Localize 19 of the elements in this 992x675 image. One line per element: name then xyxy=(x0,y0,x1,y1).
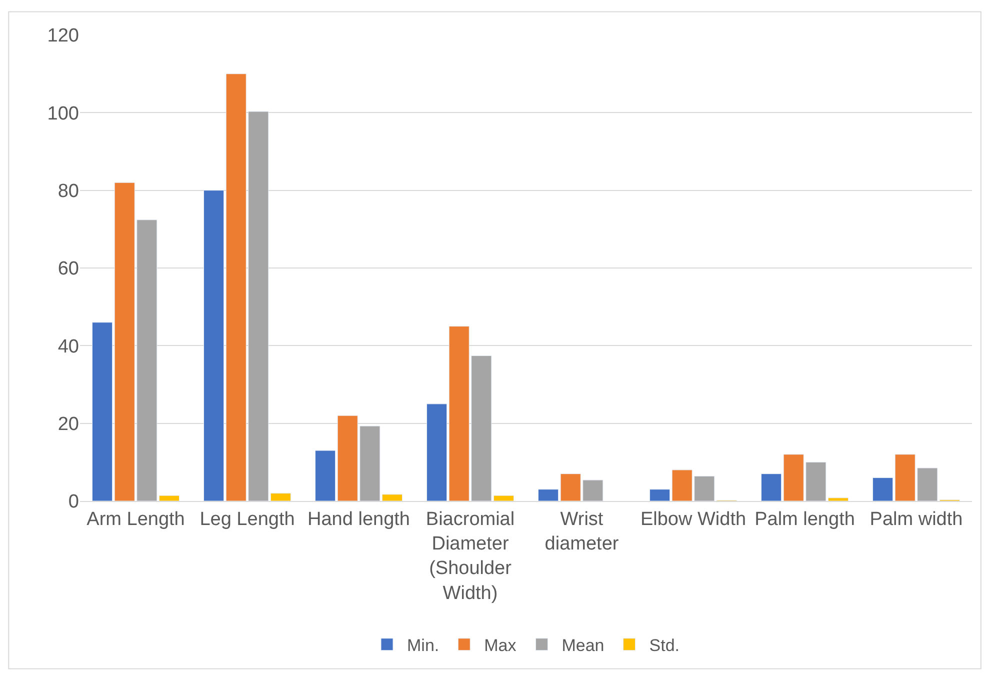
legend-label: Max xyxy=(484,636,517,655)
y-tick-label: 20 xyxy=(58,414,79,435)
x-tick-label: Elbow Width xyxy=(640,508,746,530)
y-tick-label: 60 xyxy=(58,258,79,280)
x-tick-label: Biacromial Diameter (Shoulder Width) xyxy=(426,508,515,604)
legend-label: Std. xyxy=(649,636,680,655)
x-tick-label: Hand length xyxy=(308,508,410,530)
y-tick-label: 80 xyxy=(58,180,79,202)
y-tick-label: 0 xyxy=(68,492,79,513)
x-tick-label: Wrist diameter xyxy=(544,508,620,554)
legend-label: Min. xyxy=(407,636,440,655)
x-tick-label: Leg Length xyxy=(200,508,295,530)
y-tick-label: 100 xyxy=(47,103,79,124)
x-tick-label: Palm width xyxy=(870,508,963,530)
x-tick-label: Palm length xyxy=(754,508,855,530)
y-tick-label: 40 xyxy=(58,336,79,358)
legend-label: Mean xyxy=(562,636,604,655)
y-tick-label: 120 xyxy=(47,26,79,47)
x-tick-label: Arm Length xyxy=(86,508,185,530)
